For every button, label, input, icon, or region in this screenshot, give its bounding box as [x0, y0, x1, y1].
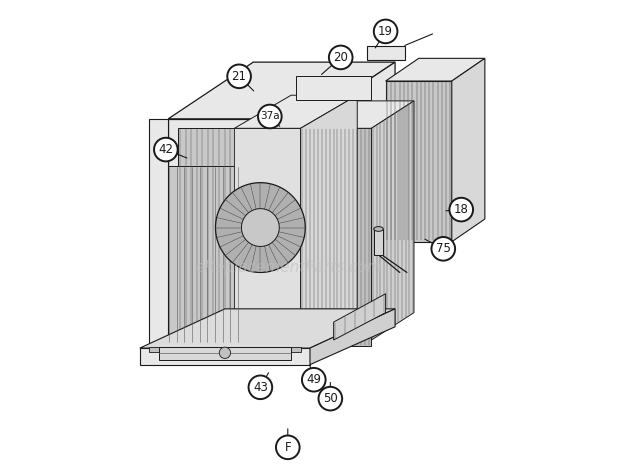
Polygon shape: [178, 128, 301, 346]
Polygon shape: [404, 34, 433, 46]
Text: 75: 75: [436, 242, 451, 255]
Polygon shape: [234, 128, 301, 346]
Polygon shape: [310, 62, 395, 350]
Text: eReplacementParts.com: eReplacementParts.com: [195, 260, 382, 275]
Polygon shape: [301, 101, 414, 128]
Text: 42: 42: [158, 143, 174, 156]
Text: 43: 43: [253, 381, 268, 394]
Polygon shape: [452, 58, 485, 242]
Polygon shape: [234, 95, 357, 128]
Polygon shape: [149, 119, 168, 350]
Text: 21: 21: [232, 70, 247, 83]
Circle shape: [329, 46, 353, 69]
Bar: [374, 229, 383, 255]
Circle shape: [228, 64, 251, 88]
Polygon shape: [334, 294, 386, 340]
Polygon shape: [366, 46, 404, 60]
Polygon shape: [386, 58, 485, 81]
Polygon shape: [216, 182, 305, 273]
Text: 20: 20: [334, 51, 348, 64]
Text: 49: 49: [306, 373, 321, 386]
Text: 18: 18: [454, 203, 469, 216]
Text: F: F: [285, 441, 291, 454]
Circle shape: [374, 19, 397, 43]
Polygon shape: [301, 95, 357, 350]
Polygon shape: [168, 62, 395, 119]
Polygon shape: [296, 76, 371, 100]
Circle shape: [219, 347, 231, 358]
Polygon shape: [140, 348, 310, 365]
Circle shape: [258, 105, 281, 128]
Circle shape: [450, 198, 473, 221]
Circle shape: [302, 368, 326, 392]
Text: 50: 50: [323, 392, 338, 405]
Polygon shape: [241, 209, 279, 246]
Polygon shape: [159, 346, 291, 360]
Circle shape: [432, 237, 455, 261]
Text: 37a: 37a: [260, 111, 280, 121]
Circle shape: [319, 387, 342, 410]
Polygon shape: [386, 81, 452, 242]
Circle shape: [154, 138, 178, 161]
Text: 19: 19: [378, 25, 393, 38]
Circle shape: [276, 436, 299, 459]
Circle shape: [249, 375, 272, 399]
Polygon shape: [310, 309, 395, 365]
Polygon shape: [140, 309, 395, 348]
Polygon shape: [371, 101, 414, 340]
Polygon shape: [301, 128, 371, 346]
Polygon shape: [168, 119, 310, 350]
Ellipse shape: [374, 227, 383, 231]
Polygon shape: [168, 166, 239, 343]
Polygon shape: [149, 346, 301, 352]
